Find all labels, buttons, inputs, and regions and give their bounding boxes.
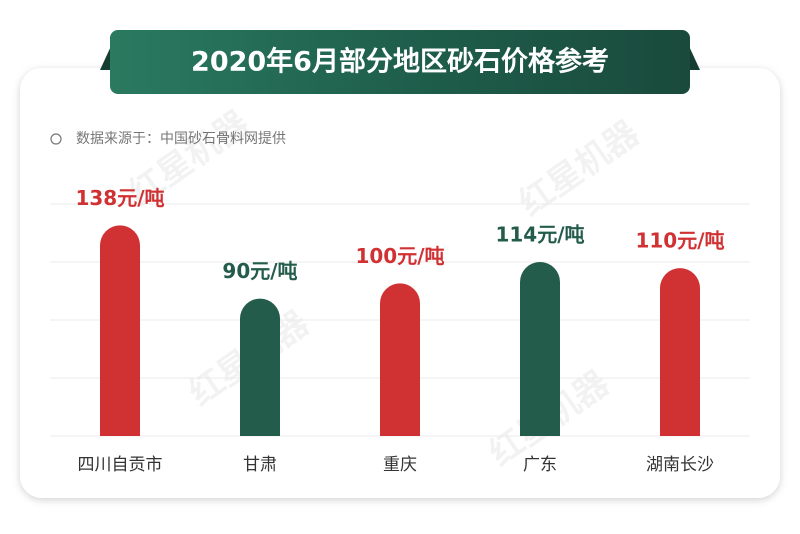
x-tick-label: 四川自贡市 [78, 455, 163, 475]
banner-tab [100, 44, 112, 70]
bar [240, 298, 280, 436]
value-label: 100元/吨 [355, 244, 444, 268]
banner-tab [688, 44, 700, 70]
chart-title: 2020年6月部分地区砂石价格参考 [191, 46, 609, 78]
bar [380, 283, 420, 436]
value-label: 90元/吨 [222, 259, 297, 283]
card [20, 68, 780, 498]
x-tick-label: 甘肃 [243, 455, 277, 475]
bar [100, 225, 140, 436]
x-tick-label: 湖南长沙 [646, 455, 714, 475]
bullet [50, 133, 62, 145]
bar [520, 262, 560, 436]
value-label: 110元/吨 [635, 229, 724, 253]
banner [110, 30, 690, 94]
subtitle: 数据来源于：中国砂石骨料网提供 [76, 131, 286, 147]
bar [660, 268, 700, 436]
x-tick-label: 重庆 [383, 455, 417, 475]
x-tick-label: 广东 [523, 455, 557, 475]
value-label: 138元/吨 [75, 186, 164, 210]
value-label: 114元/吨 [495, 223, 584, 247]
